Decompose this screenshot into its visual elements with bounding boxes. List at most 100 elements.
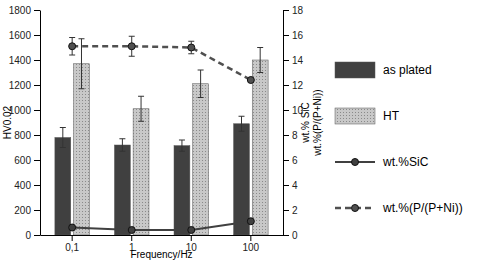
tick-label: 1400 (9, 55, 32, 66)
error-bar (60, 128, 66, 148)
error-bar (239, 116, 245, 131)
axis-title: Frequency/Hz (130, 249, 192, 260)
plot-area (55, 36, 268, 235)
tick-label: 0 (292, 230, 298, 241)
bar (74, 64, 90, 235)
tick: 400 (14, 180, 40, 191)
tick-mark (283, 85, 289, 86)
tick-label: 600 (14, 155, 31, 166)
tick-label: 200 (14, 205, 31, 216)
tick: 18 (283, 5, 304, 16)
tick-label: 0 (25, 230, 31, 241)
tick: 1000 (9, 105, 40, 116)
tick-mark (283, 110, 289, 111)
tick-mark (34, 135, 40, 136)
marker (188, 44, 195, 51)
line (72, 46, 251, 80)
tick-mark (34, 35, 40, 36)
tick: 800 (14, 130, 40, 141)
error-bar (129, 36, 135, 56)
tick: 12 (283, 80, 304, 91)
tick-label: 4 (292, 180, 298, 191)
tick: 2 (283, 205, 298, 216)
legend-label: wt.%(P/(P+Ni)) (382, 201, 463, 215)
tick: 1600 (9, 30, 40, 41)
tick-mark (283, 185, 289, 186)
line (72, 221, 251, 230)
tick-label: 16 (292, 30, 304, 41)
tick: 0,1 (65, 235, 79, 253)
error-bar (257, 48, 263, 73)
axis-title: wt.% SiC (300, 102, 311, 144)
bar (55, 138, 71, 236)
tick-label: 6 (292, 155, 298, 166)
tick-mark (191, 235, 192, 241)
tick: 100 (242, 235, 259, 253)
error-bar (188, 41, 194, 54)
tick-mark (283, 10, 289, 11)
tick-label: 800 (14, 130, 31, 141)
error-bar (69, 38, 75, 56)
marker (69, 43, 76, 50)
tick-mark (72, 235, 73, 241)
tick-label: 0,1 (65, 242, 79, 253)
tick-label: 1800 (9, 5, 32, 16)
legend: as plated HT wt.%SiC wt.%(P/(P+Ni)) (335, 62, 463, 215)
error-bar (198, 70, 204, 98)
tick: 14 (283, 55, 304, 66)
axis-line (283, 11, 284, 236)
tick-label: 12 (292, 80, 304, 91)
tick: 1400 (9, 55, 40, 66)
tick-mark (131, 235, 132, 241)
legend-label: as plated (383, 63, 432, 77)
axis-line (40, 11, 41, 236)
tick-mark (283, 60, 289, 61)
tick-mark (34, 10, 40, 11)
tick-mark (283, 35, 289, 36)
tick-mark (34, 210, 40, 211)
tick-mark (283, 235, 289, 236)
marker (69, 224, 76, 231)
tick: 600 (14, 155, 40, 166)
error-bar (179, 140, 185, 151)
chart: 0 200 400 600 800 1000 1200 1400 1600 1800 0 2 4 6 8 10… (0, 0, 500, 261)
legend-label: wt.%SiC (382, 155, 429, 169)
tick: 1200 (9, 80, 40, 91)
tick-mark (34, 110, 40, 111)
tick: 0 (283, 230, 298, 241)
tick: 16 (283, 30, 304, 41)
tick-label: 1600 (9, 30, 32, 41)
error-bar (119, 139, 125, 152)
tick-label: 8 (292, 130, 298, 141)
tick-mark (34, 185, 40, 186)
tick: 4 (283, 180, 298, 191)
error-bar (138, 96, 144, 121)
bar (114, 145, 130, 235)
marker (128, 227, 135, 234)
legend-marker (352, 205, 359, 212)
tick: 6 (283, 155, 298, 166)
tick: 0 (25, 230, 40, 241)
tick-mark (34, 85, 40, 86)
legend-marker (352, 159, 359, 166)
tick-mark (34, 60, 40, 61)
tick-label: 14 (292, 55, 304, 66)
tick-mark (34, 160, 40, 161)
marker (247, 218, 254, 225)
tick-mark (250, 235, 251, 241)
tick-label: 18 (292, 5, 304, 16)
axis-title: HV0.02 (2, 105, 13, 139)
tick: 8 (283, 130, 298, 141)
tick: 200 (14, 205, 40, 216)
bar (174, 146, 190, 235)
legend-swatch (335, 62, 375, 78)
tick-mark (283, 160, 289, 161)
legend-label: HT (383, 109, 400, 123)
tick: 1800 (9, 5, 40, 16)
bar (133, 109, 149, 235)
legend-swatch (335, 108, 375, 124)
tick-label: 2 (292, 205, 298, 216)
tick-label: 1200 (9, 80, 32, 91)
tick-label: 100 (242, 242, 259, 253)
marker (128, 43, 135, 50)
